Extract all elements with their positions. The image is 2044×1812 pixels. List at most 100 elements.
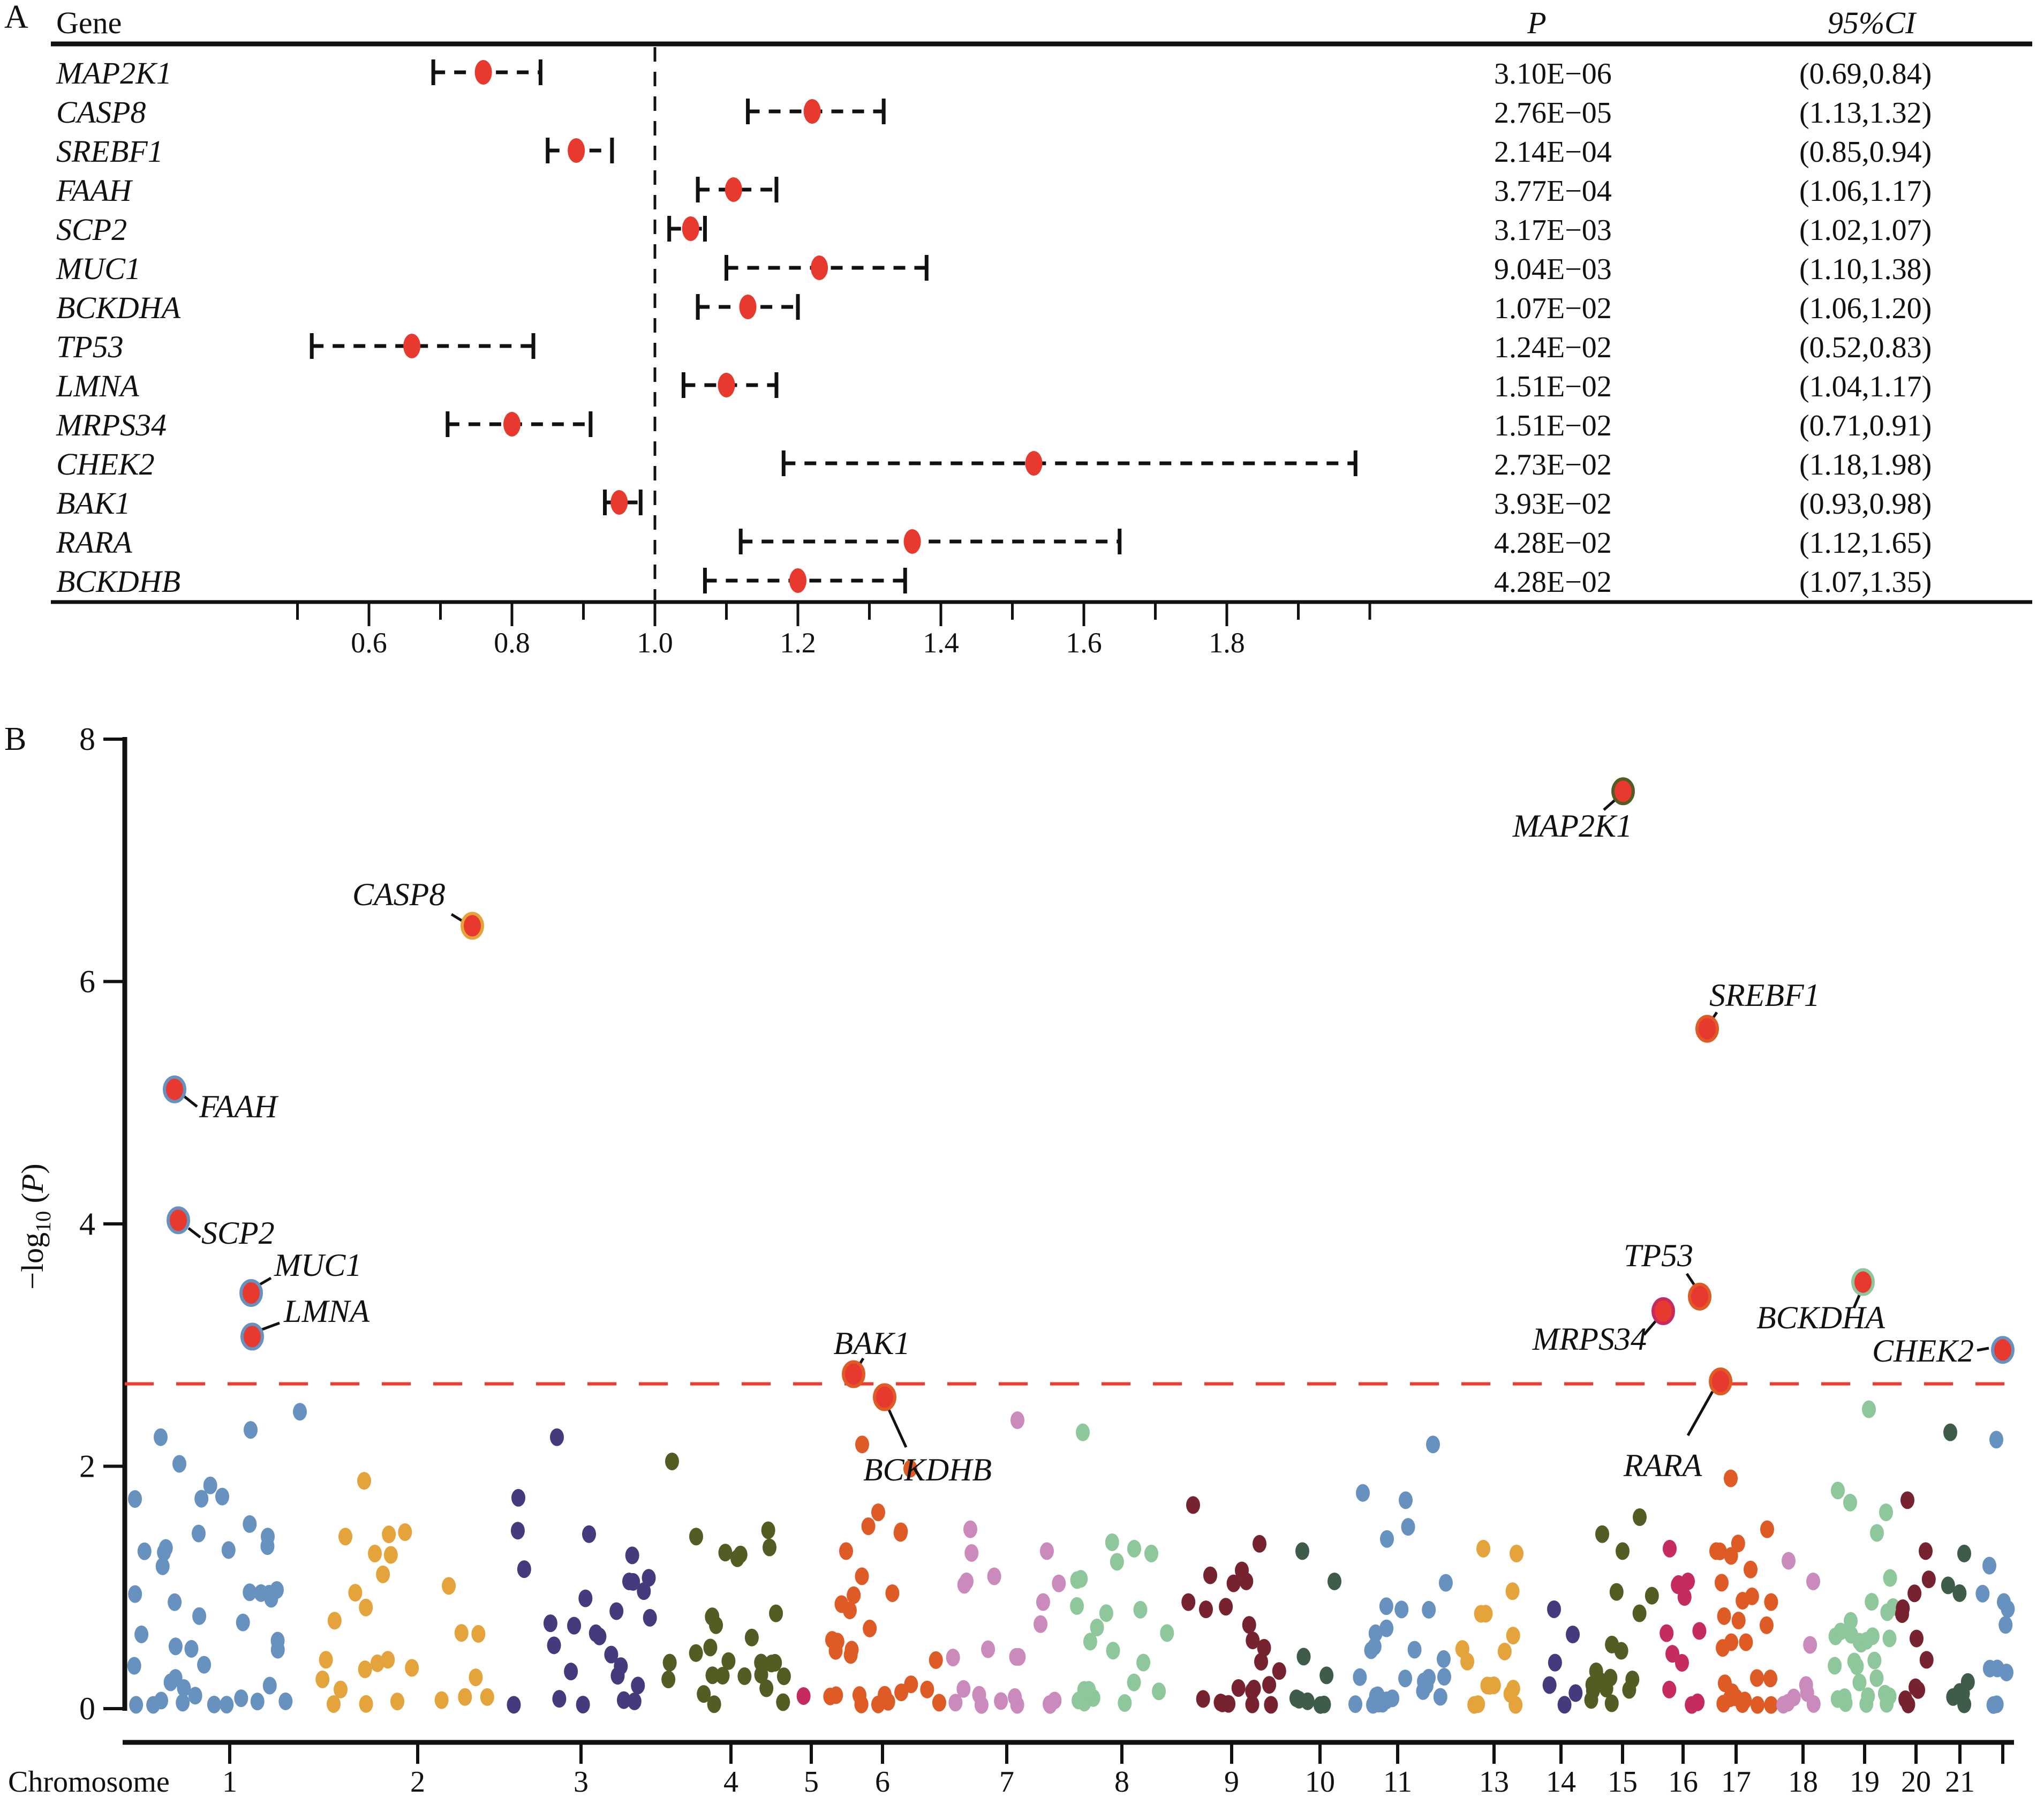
y-tick-label: 2 xyxy=(79,1449,95,1484)
or-point xyxy=(718,373,735,397)
labeled-gene: MRPS34 xyxy=(1532,1297,1675,1357)
label-connector xyxy=(887,1409,908,1448)
data-point xyxy=(1407,1641,1422,1659)
data-point xyxy=(1471,1695,1485,1713)
data-point xyxy=(434,1691,449,1709)
gene-label: MRPS34 xyxy=(56,408,167,442)
data-point xyxy=(1426,1435,1440,1454)
data-point xyxy=(576,1695,590,1713)
data-point xyxy=(1663,1539,1677,1558)
data-point xyxy=(1246,1631,1260,1650)
data-point xyxy=(642,1569,656,1587)
axis-tick-label: 1.8 xyxy=(1209,627,1245,659)
data-point xyxy=(1136,1653,1151,1672)
data-point xyxy=(1609,1583,1624,1601)
data-point xyxy=(987,1567,1001,1585)
y-axis-title-p: P xyxy=(15,1174,50,1193)
gene-annotation: MAP2K1 xyxy=(1512,808,1632,844)
label-connector xyxy=(1686,1390,1714,1437)
data-point xyxy=(1764,1696,1778,1714)
gene-annotation: MRPS34 xyxy=(1532,1321,1647,1357)
data-point xyxy=(830,1633,844,1651)
data-point xyxy=(1713,1542,1727,1560)
data-point xyxy=(1716,1695,1731,1713)
data-point xyxy=(994,1692,1008,1710)
data-point xyxy=(134,1625,149,1643)
data-point xyxy=(1731,1611,1746,1629)
data-point xyxy=(184,1640,199,1658)
data-point xyxy=(1034,1615,1048,1633)
forest-row: RARA 4.28E−02 (1.12,1.65) xyxy=(56,525,1932,560)
data-point xyxy=(1883,1569,1897,1587)
data-point xyxy=(547,1636,561,1655)
data-point xyxy=(1437,1668,1451,1686)
gene-annotation: FAAH xyxy=(199,1089,279,1124)
data-point xyxy=(564,1663,578,1681)
gene-annotation: SCP2 xyxy=(201,1215,275,1251)
data-point xyxy=(176,1694,190,1712)
data-point xyxy=(129,1696,144,1714)
data-point xyxy=(1806,1572,1820,1590)
data-point xyxy=(146,1696,161,1714)
data-point xyxy=(1865,1627,1880,1645)
data-point xyxy=(829,1686,843,1704)
data-point xyxy=(847,1586,861,1604)
data-point xyxy=(1982,1659,1997,1678)
ci-value: (0.93,0.98) xyxy=(1799,487,1932,521)
data-point xyxy=(1474,1605,1488,1623)
or-point xyxy=(1025,451,1043,476)
data-point xyxy=(1870,1524,1884,1542)
data-point xyxy=(1763,1670,1778,1688)
y-tick-label: 6 xyxy=(79,964,95,999)
chromosome-label: 17 xyxy=(1721,1765,1751,1799)
gene-annotation: BCKDHA xyxy=(1756,1300,1885,1335)
data-point xyxy=(578,1589,593,1607)
highlighted-point xyxy=(1688,1282,1711,1311)
data-point xyxy=(293,1403,307,1421)
data-point xyxy=(1830,1690,1845,1708)
data-point xyxy=(137,1542,152,1560)
data-point xyxy=(1724,1633,1739,1651)
chromosome-label: 9 xyxy=(1224,1765,1239,1799)
data-point xyxy=(1982,1557,1996,1575)
data-point xyxy=(1605,1635,1619,1653)
data-point xyxy=(381,1651,395,1669)
data-point xyxy=(234,1689,248,1708)
y-axis-title-mid: ( xyxy=(15,1193,50,1211)
data-point xyxy=(1436,1650,1451,1668)
data-point xyxy=(260,1537,275,1555)
ci-column-header: 95%CI xyxy=(1828,5,1917,40)
data-point xyxy=(855,1435,869,1454)
or-point xyxy=(789,568,806,593)
highlighted-point xyxy=(1651,1297,1675,1325)
data-point xyxy=(1861,1687,1875,1705)
data-point xyxy=(236,1613,250,1631)
highlighted-point xyxy=(1709,1367,1732,1396)
data-point xyxy=(278,1692,293,1710)
forest-row: BAK1 3.93E−02 (0.93,0.98) xyxy=(56,486,1932,521)
data-point xyxy=(796,1687,811,1705)
data-point xyxy=(1909,1629,1924,1648)
data-point xyxy=(1847,1652,1861,1671)
data-point xyxy=(1724,1547,1738,1565)
labeled-gene: CHEK2 xyxy=(1872,1333,2015,1369)
data-point xyxy=(1776,1696,1791,1714)
ci-value: (1.04,1.17) xyxy=(1799,370,1932,403)
data-point xyxy=(929,1651,943,1669)
data-point xyxy=(1199,1600,1213,1619)
labeled-gene: TP53 xyxy=(1624,1238,1711,1311)
ci-value: (1.18,1.98) xyxy=(1799,448,1932,482)
data-point xyxy=(1070,1597,1084,1615)
ci-value: (0.85,0.94) xyxy=(1799,136,1932,169)
or-point xyxy=(739,295,757,319)
gene-annotation: BCKDHB xyxy=(863,1452,992,1487)
labeled-gene: RARA xyxy=(1623,1367,1732,1483)
data-point xyxy=(511,1488,525,1507)
data-point xyxy=(1677,1588,1692,1606)
data-point xyxy=(398,1523,412,1541)
highlighted-point xyxy=(1611,777,1635,806)
highlighted-point xyxy=(167,1206,190,1235)
data-point xyxy=(1356,1484,1370,1502)
highlighted-point xyxy=(873,1383,896,1411)
data-point xyxy=(1110,1553,1124,1571)
